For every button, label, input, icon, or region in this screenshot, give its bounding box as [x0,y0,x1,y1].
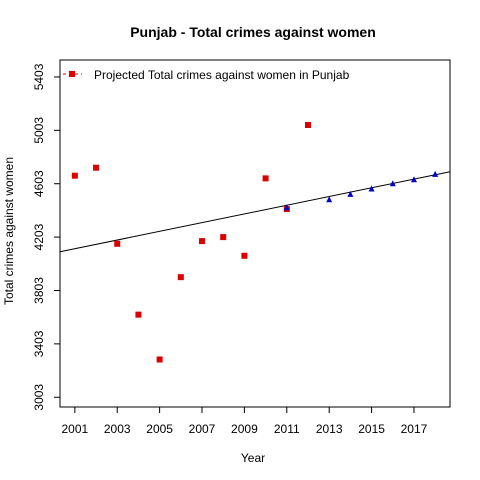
y-axis: 3003 3403 3803 4203 4603 5003 5403 [32,63,60,411]
x-tick-label: 2009 [231,422,258,436]
point-0-1 [93,164,100,171]
x-tick-label: 2001 [61,422,88,436]
legend-marker [69,71,75,77]
y-tick-label: 5403 [32,63,46,90]
legend: Projected Total crimes against women in … [63,68,350,82]
y-tick-label: 4603 [32,170,46,197]
point-1-6 [432,170,439,177]
x-axis: 2001 2003 2005 2007 2009 2011 2013 2015 2017 [61,407,428,436]
y-tick-label: 3403 [32,330,46,357]
x-axis-label: Year [241,451,265,465]
point-1-5 [410,176,417,183]
data-points [71,121,439,363]
legend-label: Projected Total crimes against women in … [94,68,350,82]
x-tick-label: 2017 [401,422,428,436]
trend-line [59,171,451,253]
y-tick-label: 3803 [32,277,46,304]
y-axis-label: Total crimes against women [2,157,16,305]
point-0-7 [220,234,227,241]
y-tick-label: 4203 [32,223,46,250]
point-0-2 [114,240,121,247]
plot-frame [59,59,451,408]
x-tick-label: 2007 [189,422,216,436]
x-tick-label: 2003 [104,422,131,436]
point-1-4 [389,180,396,187]
point-0-9 [262,175,269,182]
x-tick-label: 2015 [358,422,385,436]
point-0-11 [304,121,311,128]
y-tick-label: 5003 [32,117,46,144]
y-tick-label: 3003 [32,384,46,411]
point-0-8 [241,252,248,259]
point-0-4 [156,356,163,363]
x-tick-label: 2011 [274,422,300,436]
point-1-3 [368,185,375,192]
point-1-1 [326,196,333,203]
point-1-0 [283,204,290,211]
point-0-3 [135,311,142,318]
x-tick-label: 2005 [146,422,173,436]
chart-title: Punjab - Total crimes against women [130,24,376,40]
point-0-5 [177,274,184,281]
point-1-2 [347,190,354,197]
point-0-0 [71,172,78,179]
x-tick-label: 2013 [316,422,343,436]
point-0-6 [199,238,206,245]
